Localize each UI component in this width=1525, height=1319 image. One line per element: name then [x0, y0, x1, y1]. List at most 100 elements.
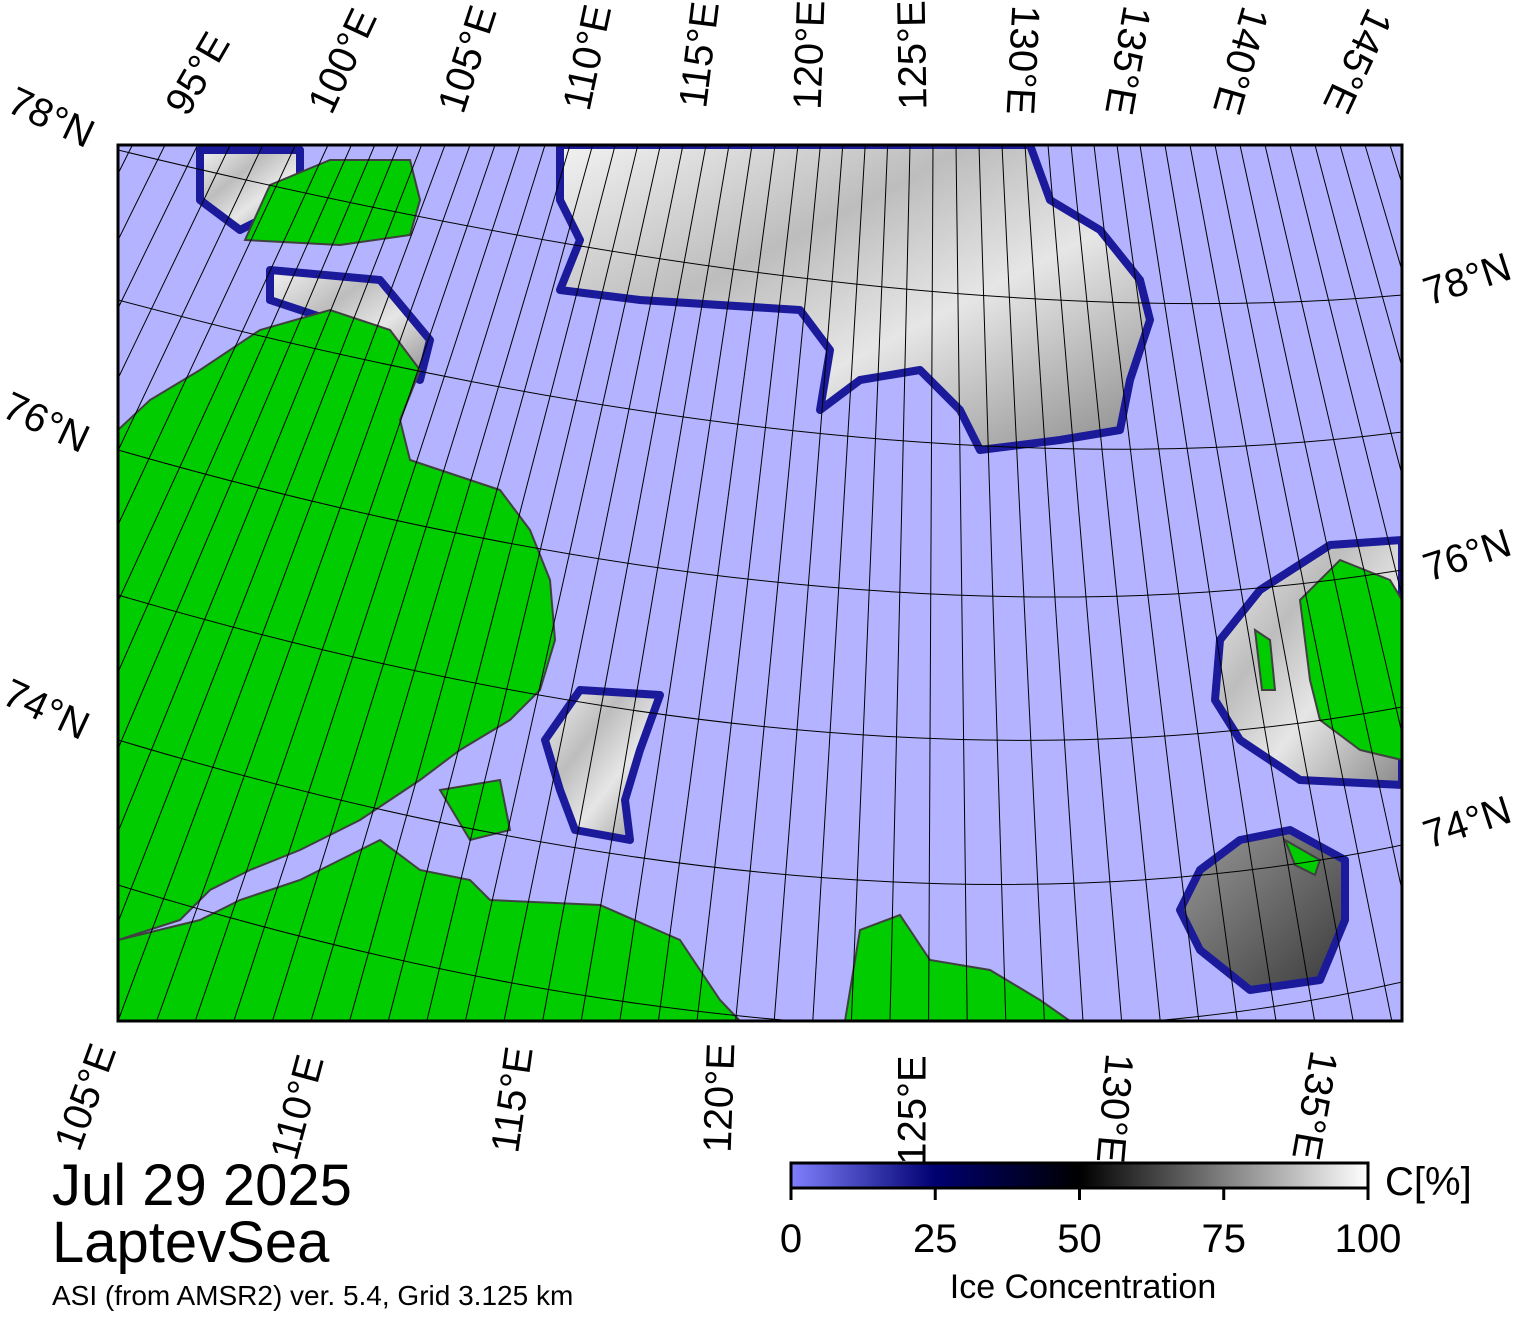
island	[243, 159, 422, 247]
meridian	[503, 145, 684, 1021]
meridian	[387, 145, 616, 1021]
meridian	[1070, 145, 1161, 1021]
map-body	[0, 145, 1402, 1021]
colorbar-label: Ice Concentration	[950, 1268, 1217, 1306]
meridian	[118, 145, 329, 603]
meridian	[0, 145, 67, 1021]
colorbar-tick-label: 25	[913, 1217, 958, 1261]
meridian	[1289, 145, 1402, 598]
coordinate-label: 76°N	[0, 384, 96, 462]
ice-pack	[556, 145, 1154, 454]
coordinate-label: 95°E	[157, 25, 239, 122]
coordinate-label: 100°E	[300, 2, 386, 120]
island	[1253, 627, 1277, 691]
meridian	[773, 145, 844, 1021]
coordinate-label: 78°N	[1418, 245, 1517, 314]
meridian	[118, 145, 376, 751]
meridian	[1116, 145, 1238, 1021]
parallel	[118, 594, 1402, 741]
coordinate-label: 105°E	[430, 0, 506, 118]
colorbar-tick-label: 50	[1057, 1217, 1102, 1261]
meridian	[619, 145, 753, 1021]
meridian	[194, 145, 496, 1021]
coordinate-label: 130°E	[1088, 1052, 1141, 1165]
landmass	[843, 913, 1072, 1021]
coordinate-label: 115°E	[671, 0, 728, 110]
coordinate-label: 110°E	[555, 1, 620, 114]
region: LaptevSea	[52, 1210, 330, 1275]
coordinate-label: 76°N	[1418, 521, 1517, 590]
island	[1283, 837, 1322, 877]
meridian	[271, 145, 546, 1021]
meridian	[735, 145, 821, 1021]
meridian	[118, 145, 133, 175]
parallel	[118, 449, 1402, 598]
coordinate-label: 135°E	[1283, 1048, 1345, 1163]
parallel	[118, 299, 1402, 450]
meridian	[0, 145, 100, 1021]
meridian	[310, 145, 571, 1021]
coordinate-label: 130°E	[998, 4, 1048, 116]
coordinate-label: 125°E	[890, 0, 936, 110]
land	[118, 159, 1402, 1021]
colorbar-tick-label: 0	[780, 1217, 802, 1261]
meridian	[118, 145, 423, 924]
meridian	[426, 145, 639, 1021]
meridian	[118, 145, 399, 834]
coordinate-label: 135°E	[1096, 3, 1158, 118]
landmass	[118, 838, 742, 1021]
graticule	[0, 145, 1402, 1021]
coordinate-label: 110°E	[263, 1050, 333, 1164]
island	[438, 778, 512, 842]
meridian	[0, 145, 2, 1021]
meridian	[542, 145, 707, 1021]
coordinate-label: 120°E	[696, 1042, 744, 1153]
colorbar-tick-label: 100	[1335, 1217, 1402, 1261]
coordinate-label: 78°N	[1, 79, 101, 157]
meridian	[464, 145, 661, 1021]
colorbar-unit: C[%]	[1385, 1160, 1472, 1204]
meridian	[1047, 145, 1123, 1021]
source: ASI (from AMSR2) ver. 5.4, Grid 3.125 km	[52, 1280, 573, 1311]
coordinate-label: 105°E	[46, 1038, 125, 1156]
meridian	[657, 145, 776, 1021]
map-frame	[116, 143, 1404, 1023]
meridian	[812, 145, 866, 1021]
meridian	[349, 145, 594, 1021]
meridian	[1139, 145, 1277, 1021]
landmass	[118, 308, 557, 942]
meridian	[955, 145, 968, 1021]
colorbar	[789, 1161, 1370, 1190]
meridian	[118, 145, 231, 380]
coordinate-label: 74°N	[1418, 788, 1517, 857]
ice-patch	[541, 686, 664, 844]
meridian	[1024, 145, 1084, 1021]
meridian	[889, 145, 911, 1021]
meridian	[0, 145, 35, 1021]
date: Jul 29 2025	[52, 1153, 352, 1218]
meridian	[156, 145, 471, 1021]
coordinate-label: 125°E	[891, 1055, 935, 1164]
meridian	[1214, 145, 1393, 1021]
meridian	[696, 145, 799, 1021]
meridian	[118, 145, 446, 1021]
meridian	[118, 145, 296, 527]
colorbar-tick-label: 75	[1202, 1217, 1247, 1261]
coordinate-label: 115°E	[483, 1044, 541, 1156]
meridian	[118, 145, 352, 674]
meridian	[1093, 145, 1200, 1021]
meridian	[1001, 145, 1045, 1021]
sea-ice	[196, 145, 1402, 994]
meridian	[978, 145, 1007, 1021]
meridian	[928, 145, 934, 1021]
meridian	[1314, 145, 1402, 477]
coordinate-label: 140°E	[1204, 2, 1276, 119]
coordinate-label: 74°N	[0, 671, 96, 749]
meridian	[233, 145, 521, 1021]
meridian	[1239, 145, 1402, 893]
coordinate-label: 120°E	[786, 0, 834, 110]
meridian	[118, 145, 199, 310]
coordinate-label: 145°E	[1314, 2, 1400, 120]
